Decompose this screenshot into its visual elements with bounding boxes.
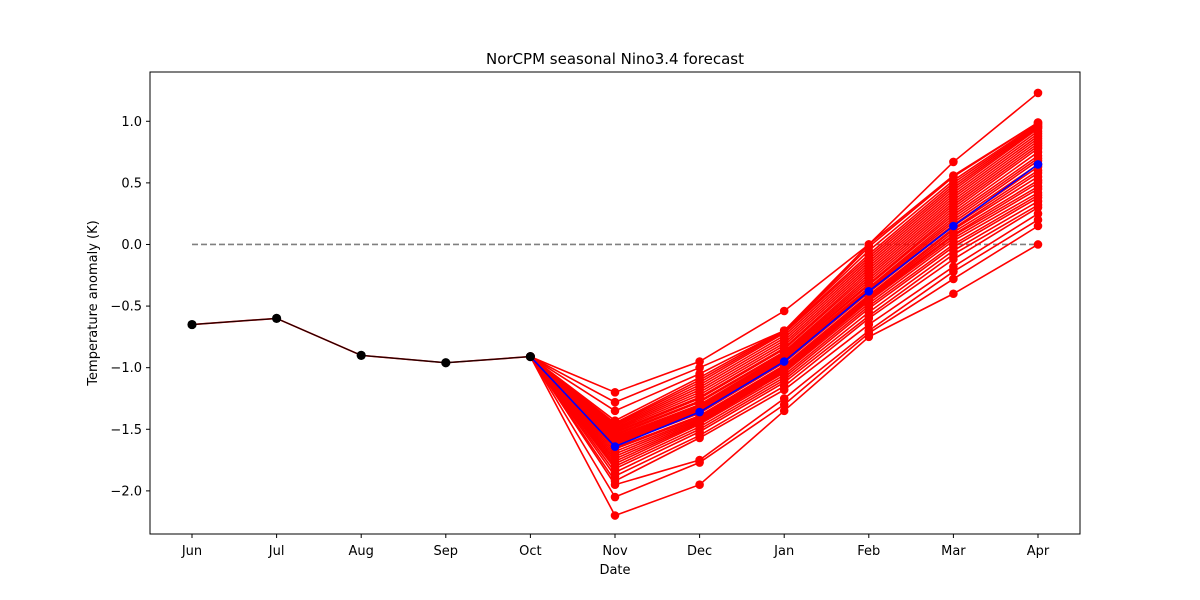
ensemble-member-point <box>864 326 874 336</box>
ensemble-member-point <box>610 406 620 416</box>
ensemble-member-point <box>610 492 620 502</box>
y-tick-label: −0.5 <box>110 300 142 315</box>
ensemble-member-point <box>1033 88 1043 98</box>
ensemble-mean-point <box>949 221 958 231</box>
y-tick-label: 0.5 <box>121 176 142 191</box>
ensemble-mean-point <box>695 407 704 417</box>
ensemble-member-point <box>1033 118 1043 127</box>
x-tick-label: Oct <box>519 544 541 559</box>
ensemble-member-point <box>779 326 789 336</box>
ensemble-mean-point <box>1033 160 1043 169</box>
ensemble-member-point <box>779 306 789 316</box>
ensemble-member-point <box>779 394 789 403</box>
ensemble-mean-point <box>864 286 874 296</box>
ensemble-member-point <box>695 363 704 372</box>
x-tick-label: Aug <box>349 544 374 559</box>
x-axis-label: Date <box>599 563 630 578</box>
x-tick-label: Feb <box>857 544 880 559</box>
observed-point <box>187 319 197 330</box>
ensemble-member-point <box>1033 221 1043 231</box>
ensemble-member-point <box>949 289 958 299</box>
ensemble-member-point <box>695 455 704 465</box>
observed-point <box>525 351 536 362</box>
ensemble-member-point <box>864 320 874 329</box>
ensemble-member-point <box>695 369 704 379</box>
x-tick-label: Sep <box>434 544 459 559</box>
x-tick-label: Mar <box>941 544 966 559</box>
y-tick-label: 1.0 <box>121 115 142 130</box>
ensemble-mean-point <box>779 357 789 366</box>
x-tick-label: Jul <box>268 544 285 559</box>
ensemble-mean-point <box>610 442 620 451</box>
x-tick-label: Dec <box>687 544 712 559</box>
ensemble-member-point <box>610 511 620 520</box>
ensemble-member-point <box>695 480 704 490</box>
y-tick-label: −1.0 <box>110 361 142 376</box>
ensemble-member-point <box>1033 215 1043 225</box>
ensemble-member-point <box>610 388 620 397</box>
ensemble-member-point <box>864 240 874 249</box>
y-tick-label: 0.0 <box>121 238 142 253</box>
chart-title: NorCPM seasonal Nino3.4 forecast <box>486 50 744 68</box>
x-tick-label: Apr <box>1027 544 1050 559</box>
ensemble-member-point <box>610 397 620 407</box>
ensemble-member-point <box>1033 209 1043 218</box>
ensemble-member-point <box>949 274 958 284</box>
x-tick-label: Jan <box>773 544 794 559</box>
ensemble-member-point <box>779 406 789 416</box>
y-tick-label: −1.5 <box>110 423 142 438</box>
observed-point <box>441 358 451 368</box>
ensemble-member-point <box>949 262 958 271</box>
ensemble-member-point <box>1033 240 1043 249</box>
ensemble-member-point <box>695 357 704 366</box>
ensemble-member-point <box>779 400 789 409</box>
x-tick-label: Jun <box>181 544 202 559</box>
y-axis-label: Temperature anomaly (K) <box>86 220 101 386</box>
ensemble-member-point <box>610 416 620 425</box>
ensemble-member-point <box>949 171 958 180</box>
x-tick-label: Nov <box>602 544 628 559</box>
plot-area: −2.0 −1.5 −1.0 −0.5 0.0 0.5 1.0 Jun Jul Aug Sep Oct… <box>110 71 1081 559</box>
observed-point <box>356 350 366 360</box>
observed-point <box>272 313 282 323</box>
ensemble-member-point <box>949 157 958 167</box>
y-tick-label: −2.0 <box>110 484 142 499</box>
